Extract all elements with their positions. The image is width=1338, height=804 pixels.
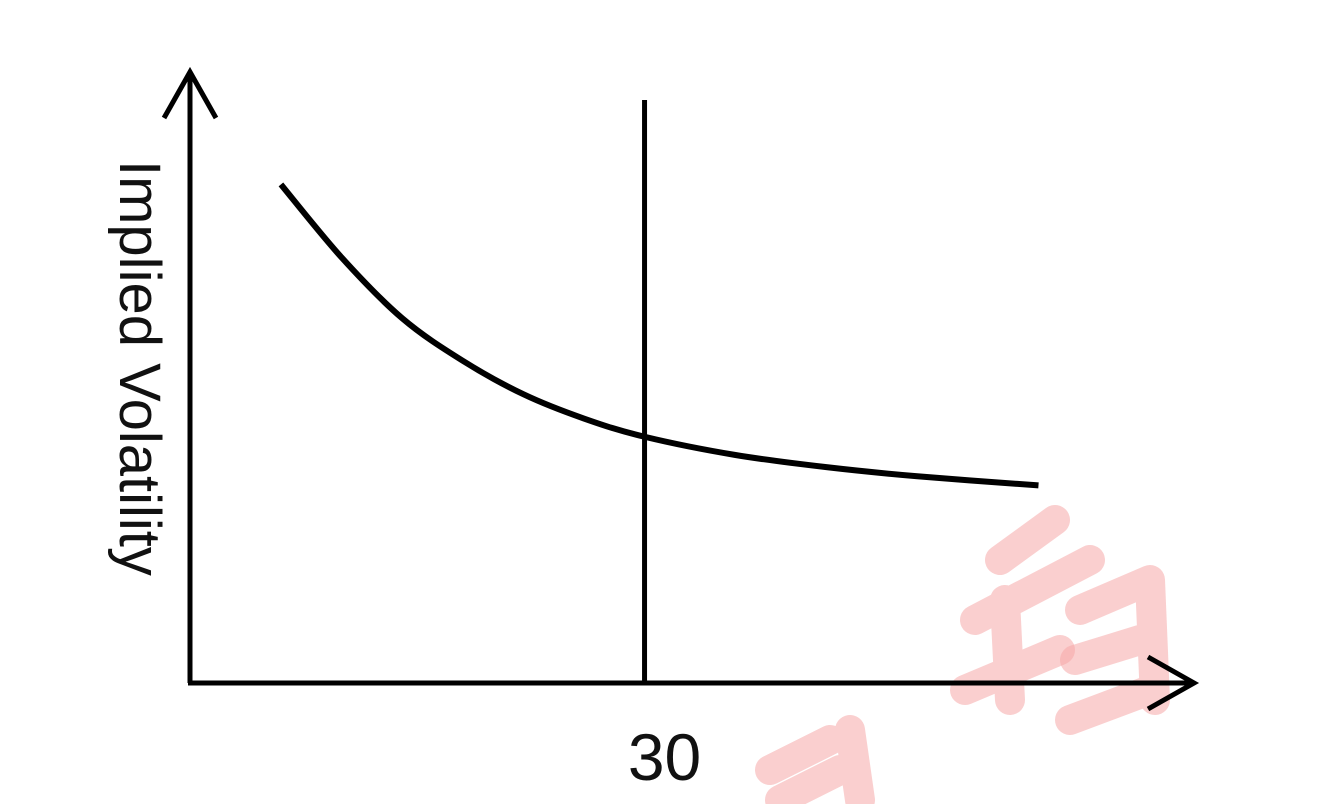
axes [161, 66, 1200, 712]
watermark [755, 505, 1170, 804]
x-axis-arrowhead [1146, 654, 1200, 712]
series-line [278, 182, 1039, 489]
y-axis-arrowhead [161, 66, 219, 120]
y-axis-label: Implied Volatility [107, 160, 172, 576]
x-tick-label: 30 [628, 720, 701, 794]
